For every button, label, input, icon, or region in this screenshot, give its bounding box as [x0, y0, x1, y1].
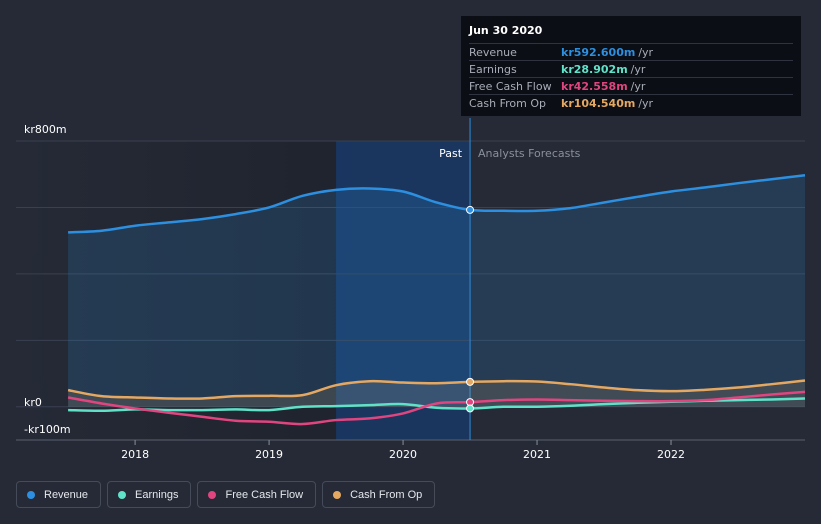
tooltip-unit: /yr: [638, 96, 654, 110]
tooltip-unit: /yr: [630, 79, 646, 93]
chart-legend: Revenue Earnings Free Cash Flow Cash Fro…: [16, 481, 436, 508]
forecast-label: Analysts Forecasts: [478, 147, 581, 160]
x-tick-label: 2021: [523, 448, 551, 461]
legend-dot-icon: [208, 490, 217, 499]
tooltip-panel: Jun 30 2020 Revenue kr592.600m /yr Earni…: [461, 16, 801, 116]
cash-from-op-line: [67, 379, 806, 400]
x-tick-label: 2022: [657, 448, 685, 461]
revenue-highlight-point: [466, 205, 475, 214]
legend-toggle-free-cash-flow[interactable]: Free Cash Flow: [197, 481, 317, 508]
tooltip-unit: /yr: [630, 62, 646, 76]
tooltip-value: kr592.600m: [561, 45, 636, 59]
tooltip-row-free-cash-flow: Free Cash Flow kr42.558m /yr: [469, 77, 793, 94]
tooltip-value: kr104.540m: [561, 96, 636, 110]
legend-label: Earnings: [135, 488, 179, 501]
legend-toggle-cash-from-op[interactable]: Cash From Op: [322, 481, 436, 508]
tooltip-label: Free Cash Flow: [469, 79, 552, 93]
tooltip-row-revenue: Revenue kr592.600m /yr: [469, 43, 793, 60]
tooltip-label: Revenue: [469, 45, 517, 59]
legend-dot-icon: [333, 490, 342, 499]
tooltip-value: kr42.558m: [561, 79, 628, 93]
tooltip-row-cash-from-op: Cash From Op kr104.540m /yr: [469, 94, 793, 111]
legend-toggle-revenue[interactable]: Revenue: [16, 481, 102, 508]
y-tick-label: kr800m: [24, 123, 67, 136]
revenue-area: [68, 175, 805, 407]
tooltip-value: kr28.902m: [561, 62, 628, 76]
cash-from-op-highlight-point: [466, 377, 475, 386]
tooltip-date: Jun 30 2020: [469, 24, 543, 37]
x-tick-label: 2020: [389, 448, 417, 461]
legend-label: Cash From Op: [350, 488, 423, 501]
legend-label: Revenue: [44, 488, 89, 501]
x-tick-label: 2018: [121, 448, 149, 461]
legend-dot-icon: [118, 490, 127, 499]
y-tick-label: kr0: [24, 396, 42, 409]
past-label: Past: [439, 147, 463, 160]
tooltip-label: Earnings: [469, 62, 517, 76]
revenue-line: [68, 173, 806, 234]
y-tick-label: -kr100m: [24, 423, 71, 436]
tooltip-row-earnings: Earnings kr28.902m /yr: [469, 60, 793, 77]
legend-label: Free Cash Flow: [225, 488, 304, 501]
tooltip-unit: /yr: [638, 45, 654, 59]
legend-toggle-earnings[interactable]: Earnings: [107, 481, 192, 508]
tooltip-label: Cash From Op: [469, 96, 547, 110]
x-tick-label: 2019: [255, 448, 283, 461]
legend-dot-icon: [27, 490, 35, 499]
earnings-highlight-point: [466, 404, 475, 413]
free-cash-flow-line: [67, 390, 806, 426]
